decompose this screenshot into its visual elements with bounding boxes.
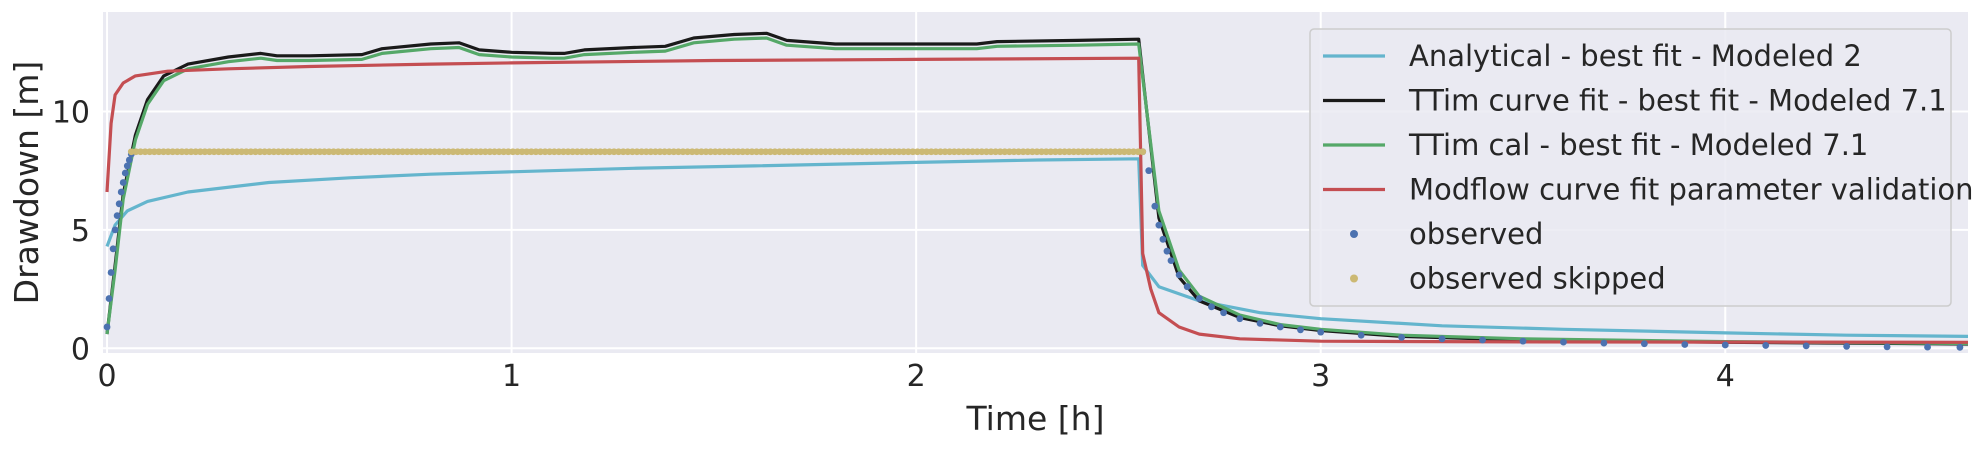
legend: Analytical - best fit - Modeled 2 TTim cu…	[1309, 28, 1974, 307]
observed-point	[1317, 328, 1325, 336]
observed-point	[109, 245, 117, 253]
legend-label: Modflow curve fit parameter validation	[1409, 173, 1974, 207]
observed-point	[1721, 341, 1729, 349]
legend-swatch	[1350, 274, 1358, 283]
observed-point	[103, 323, 111, 331]
observed-point	[1924, 343, 1931, 351]
observed-point	[111, 226, 119, 234]
legend-label: Analytical - best fit - Modeled 2	[1409, 39, 1862, 73]
observed-point	[1681, 341, 1689, 348]
observed-point	[1762, 342, 1770, 349]
skipped-point	[1139, 148, 1147, 156]
observed-point	[1297, 326, 1304, 334]
x-axis-label: Time [h]	[966, 399, 1105, 438]
observed-point	[121, 169, 129, 177]
y-tick-label: 0	[71, 332, 90, 367]
observed-point	[1195, 295, 1203, 302]
observed-point	[1159, 235, 1167, 243]
observed-point	[1398, 333, 1406, 341]
legend-box	[1309, 28, 1952, 307]
y-axis-label: Drawdown [m]	[7, 61, 46, 305]
observed-point	[1438, 335, 1446, 343]
series-area	[103, 31, 1969, 351]
series-line-3	[105, 56, 1969, 344]
legend-label: TTim cal - best fit - Modeled 7.1	[1408, 128, 1868, 162]
x-tick-label: 1	[502, 359, 521, 394]
observed-point	[1163, 247, 1171, 255]
observed-point	[1640, 340, 1648, 348]
observed-point	[115, 200, 123, 208]
observed-point	[1256, 319, 1264, 327]
observed-point	[125, 156, 133, 164]
observed-point	[1956, 343, 1964, 351]
legend-label: TTim curve fit - best fit - Modeled 7.1	[1408, 84, 1947, 118]
observed-point	[1236, 315, 1244, 323]
observed-point	[1519, 337, 1527, 345]
observed-point	[1151, 202, 1159, 210]
x-tick-label: 4	[1716, 359, 1735, 394]
observed-point	[1802, 342, 1810, 350]
observed-point	[107, 269, 115, 276]
observed-point	[1560, 338, 1567, 346]
series-points-5	[127, 148, 1147, 156]
observed-point	[119, 179, 127, 186]
y-tick-label: 5	[71, 214, 90, 249]
observed-point	[1600, 339, 1608, 347]
x-tick-label: 0	[97, 359, 116, 394]
observed-point	[1167, 257, 1175, 265]
tick-labels: 0 1 2 3 4 0 5 10	[52, 95, 1735, 394]
observed-point	[1479, 336, 1486, 344]
observed-point	[1276, 323, 1284, 331]
series-line-0	[105, 157, 1969, 338]
legend-label: observed skipped	[1409, 262, 1666, 296]
observed-point	[1883, 343, 1891, 351]
observed-point	[117, 188, 125, 196]
observed-point	[1357, 331, 1365, 339]
legend-swatch	[1350, 230, 1358, 238]
observed-point	[113, 212, 121, 220]
x-tick-label: 2	[907, 359, 926, 394]
observed-point	[1220, 309, 1228, 317]
observed-point	[105, 295, 113, 302]
observed-point	[1843, 342, 1851, 350]
observed-point	[1208, 303, 1215, 311]
observed-point	[1155, 221, 1163, 229]
legend-label: observed	[1409, 217, 1543, 251]
observed-point	[1175, 271, 1183, 279]
observed-point	[1183, 283, 1191, 291]
y-tick-label: 10	[52, 95, 90, 130]
x-tick-label: 3	[1311, 359, 1330, 394]
observed-point	[1145, 167, 1153, 175]
observed-point	[123, 162, 131, 170]
